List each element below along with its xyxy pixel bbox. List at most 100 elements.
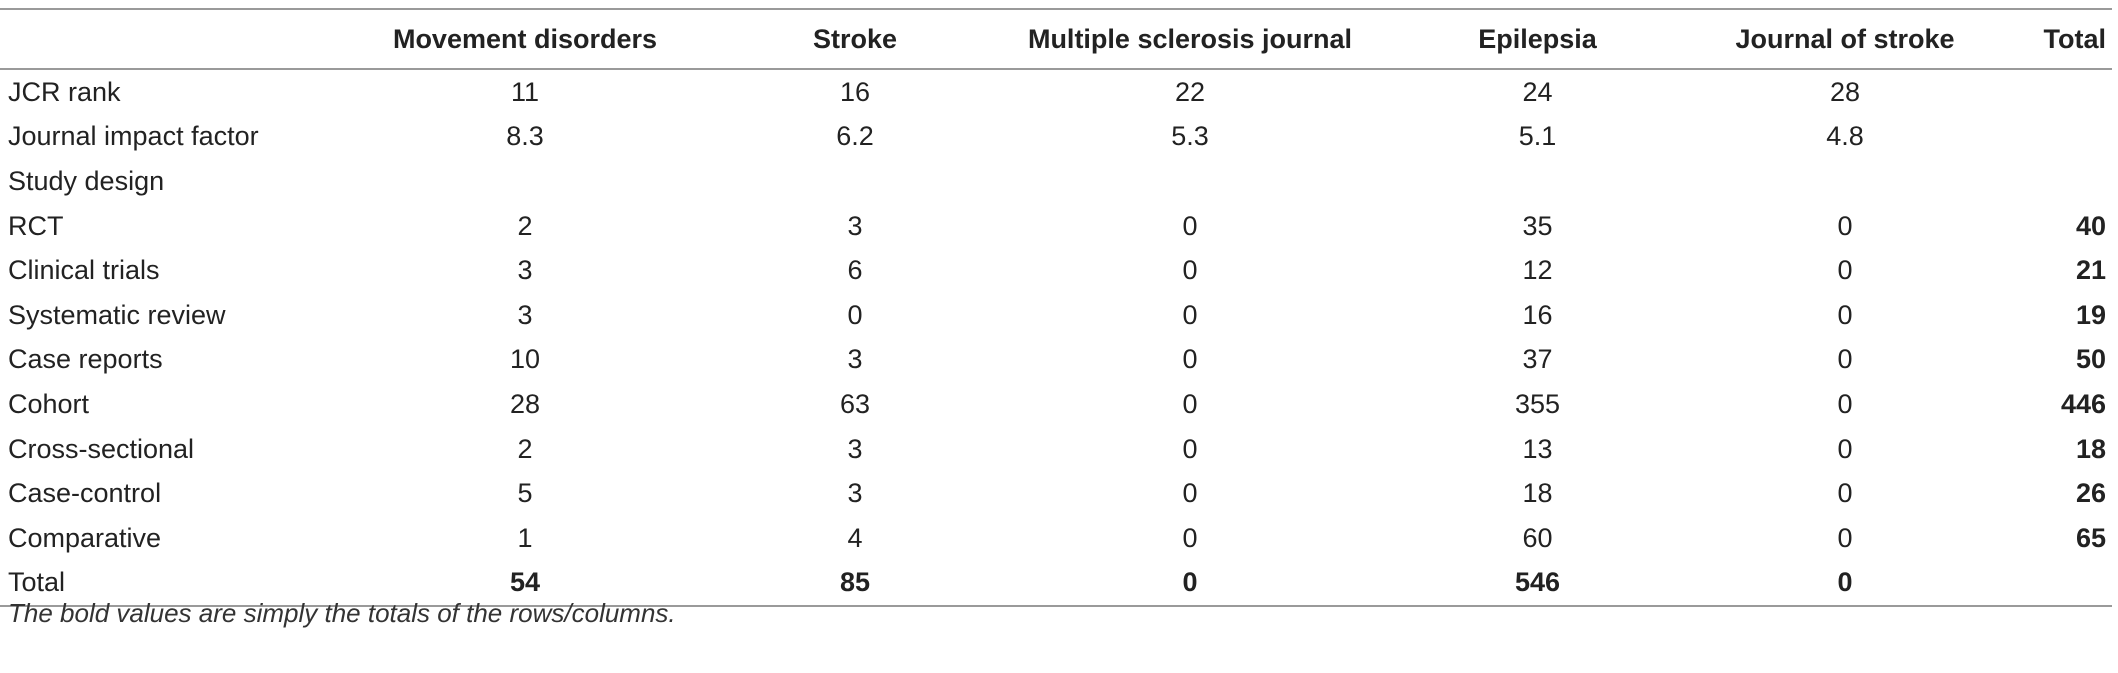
table-row: Total 54 85 0 546 0 bbox=[0, 561, 2112, 607]
row-total-cell bbox=[2005, 115, 2112, 160]
table-cell: 0 bbox=[1182, 255, 1198, 286]
row-total-cell bbox=[2005, 561, 2112, 607]
table-cell: 16 bbox=[1522, 299, 1553, 330]
table-cell: 4 bbox=[847, 522, 863, 553]
table-cell bbox=[720, 159, 990, 204]
table-cell: 3 bbox=[517, 299, 533, 330]
header-empty bbox=[0, 9, 330, 69]
header-multiple-sclerosis-journal: Multiple sclerosis journal bbox=[1027, 23, 1353, 54]
header-movement-disorders: Movement disorders bbox=[392, 23, 658, 54]
row-total-cell bbox=[2005, 159, 2112, 204]
table-cell: 4.8 bbox=[1826, 121, 1864, 152]
row-total-cell: 65 bbox=[2075, 522, 2106, 553]
header-journal-of-stroke: Journal of stroke bbox=[1735, 23, 1955, 54]
table-cell: 0 bbox=[1182, 522, 1198, 553]
table-cell: 6 bbox=[847, 255, 863, 286]
table-cell: 0 bbox=[1837, 478, 1853, 509]
table-cell: 28 bbox=[509, 388, 541, 419]
table-cell: 355 bbox=[1514, 388, 1561, 419]
table-cell: 3 bbox=[847, 433, 863, 464]
table-cell: 0 bbox=[1182, 344, 1198, 375]
table-cell bbox=[330, 159, 720, 204]
row-total-cell bbox=[2005, 69, 2112, 115]
table-cell: 0 bbox=[1182, 299, 1198, 330]
table-cell: 5.1 bbox=[1518, 121, 1557, 152]
table-cell: 0 bbox=[1182, 478, 1198, 509]
row-total-cell: 26 bbox=[2075, 478, 2106, 509]
table-cell: 1 bbox=[517, 522, 533, 553]
table-cell: 0 bbox=[1837, 388, 1853, 419]
table-row: Cohort 28 63 0 355 0 446 bbox=[0, 382, 2112, 427]
table-row: RCT 2 3 0 35 0 40 bbox=[0, 204, 2112, 249]
table-cell: 22 bbox=[1174, 76, 1206, 107]
row-label: Case-control bbox=[8, 478, 162, 509]
table-row: Case-control 5 3 0 18 0 26 bbox=[0, 471, 2112, 516]
table-row: Comparative 1 4 0 60 0 65 bbox=[0, 516, 2112, 561]
table-cell: 0 bbox=[1837, 433, 1853, 464]
header-total: Total bbox=[2043, 23, 2107, 54]
table-cell: 35 bbox=[1522, 210, 1553, 241]
table-row: Study design bbox=[0, 159, 2112, 204]
table-cell: 6.2 bbox=[836, 121, 874, 152]
table-cell: 0 bbox=[1837, 344, 1853, 375]
row-label: JCR rank bbox=[8, 76, 121, 107]
table-cell: 12 bbox=[1522, 255, 1553, 286]
table-row: Case reports 10 3 0 37 0 50 bbox=[0, 338, 2112, 383]
table-cell: 3 bbox=[847, 478, 863, 509]
table-cell: 0 bbox=[1182, 433, 1198, 464]
table-cell: 0 bbox=[847, 299, 863, 330]
table-cell: 2 bbox=[517, 210, 533, 241]
table-cell: 5.3 bbox=[1171, 121, 1209, 152]
table-cell: 3 bbox=[517, 255, 533, 286]
row-label: Systematic review bbox=[8, 299, 226, 330]
table-row: Journal impact factor 8.3 6.2 5.3 5.1 4.8 bbox=[0, 115, 2112, 160]
table-cell: 0 bbox=[1182, 567, 1198, 598]
table-cell bbox=[1685, 159, 2005, 204]
row-total-cell: 21 bbox=[2075, 255, 2106, 286]
table-cell: 0 bbox=[1837, 210, 1853, 241]
table-cell: 18 bbox=[1522, 478, 1553, 509]
row-label: Cohort bbox=[8, 388, 90, 419]
table-cell: 11 bbox=[510, 76, 540, 107]
row-total-cell: 50 bbox=[2075, 344, 2106, 375]
table-cell: 28 bbox=[1829, 76, 1861, 107]
row-total-cell: 40 bbox=[2075, 210, 2106, 241]
row-total-cell: 18 bbox=[2075, 433, 2106, 464]
table-cell: 0 bbox=[1837, 522, 1853, 553]
table-cell: 10 bbox=[509, 344, 541, 375]
table-cell: 63 bbox=[839, 388, 871, 419]
table-cell: 37 bbox=[1522, 344, 1553, 375]
table-cell: 546 bbox=[1514, 567, 1561, 598]
table-cell: 2 bbox=[517, 433, 533, 464]
row-label: Comparative bbox=[8, 522, 162, 553]
table-cell: 0 bbox=[1837, 567, 1853, 598]
table-footnote: The bold values are simply the totals of… bbox=[8, 598, 676, 628]
table-cell: 16 bbox=[839, 76, 871, 107]
journal-study-design-table: Movement disorders Stroke Multiple scler… bbox=[0, 8, 2112, 607]
row-label: Clinical trials bbox=[8, 255, 160, 286]
table-cell: 24 bbox=[1522, 76, 1553, 107]
table-cell: 85 bbox=[839, 567, 871, 598]
table-cell: 0 bbox=[1182, 210, 1198, 241]
row-label: Case reports bbox=[8, 344, 163, 375]
table-row: JCR rank 11 16 22 24 28 bbox=[0, 69, 2112, 115]
table-row: Clinical trials 3 6 0 12 0 21 bbox=[0, 248, 2112, 293]
row-label: Total bbox=[8, 567, 66, 598]
table-cell bbox=[1390, 159, 1685, 204]
table-cell: 0 bbox=[1182, 388, 1198, 419]
header-epilepsia: Epilepsia bbox=[1478, 23, 1597, 54]
table-cell: 5 bbox=[517, 478, 533, 509]
table-row: Systematic review 3 0 0 16 0 19 bbox=[0, 293, 2112, 338]
table-cell: 0 bbox=[1837, 299, 1853, 330]
table-header-row: Movement disorders Stroke Multiple scler… bbox=[0, 9, 2112, 69]
header-stroke: Stroke bbox=[812, 23, 898, 54]
table-cell: 60 bbox=[1522, 522, 1553, 553]
row-label: Cross-sectional bbox=[8, 433, 195, 464]
table-row: Cross-sectional 2 3 0 13 0 18 bbox=[0, 427, 2112, 472]
table-cell: 54 bbox=[509, 567, 541, 598]
table-cell: 3 bbox=[847, 344, 863, 375]
table-cell: 13 bbox=[1522, 433, 1553, 464]
table-cell bbox=[990, 159, 1390, 204]
row-total-cell: 446 bbox=[2060, 388, 2106, 419]
